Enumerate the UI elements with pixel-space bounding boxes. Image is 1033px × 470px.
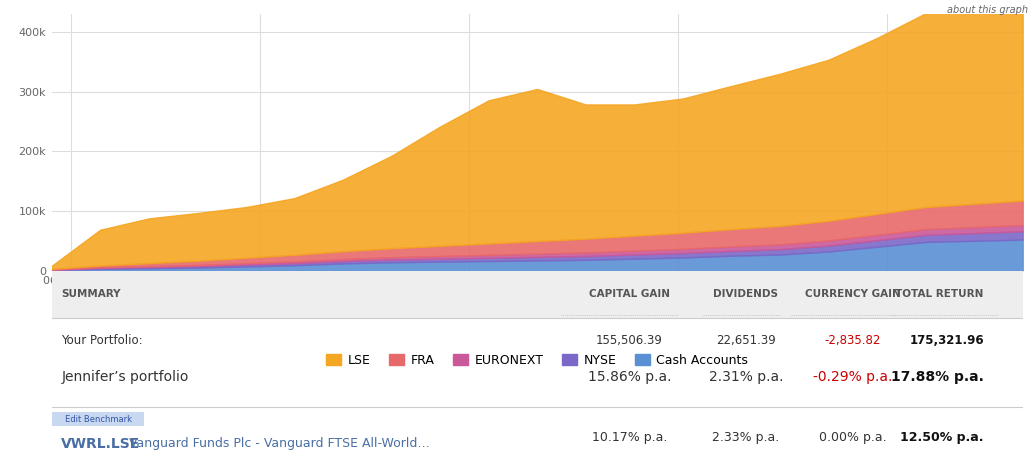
- Text: VWRL.LSE: VWRL.LSE: [61, 437, 140, 451]
- Text: Edit Benchmark: Edit Benchmark: [65, 415, 132, 423]
- Text: CURRENCY GAIN: CURRENCY GAIN: [805, 290, 901, 299]
- Text: Vanguard Funds Plc - Vanguard FTSE All-World…: Vanguard Funds Plc - Vanguard FTSE All-W…: [125, 437, 431, 450]
- Text: DIVIDENDS: DIVIDENDS: [714, 290, 779, 299]
- Text: 22,651.39: 22,651.39: [716, 334, 776, 347]
- Text: 175,321.96: 175,321.96: [909, 334, 983, 347]
- Legend: LSE, FRA, EURONEXT, NYSE, Cash Accounts: LSE, FRA, EURONEXT, NYSE, Cash Accounts: [321, 349, 753, 372]
- Text: 17.88% p.a.: 17.88% p.a.: [890, 370, 983, 384]
- FancyBboxPatch shape: [52, 271, 1023, 318]
- FancyBboxPatch shape: [52, 412, 144, 426]
- Text: 2.33% p.a.: 2.33% p.a.: [713, 431, 780, 444]
- Text: 2.31% p.a.: 2.31% p.a.: [709, 370, 783, 384]
- Text: -0.29% p.a.: -0.29% p.a.: [813, 370, 893, 384]
- Text: Your Portfolio:: Your Portfolio:: [61, 334, 143, 347]
- Text: -2,835.82: -2,835.82: [824, 334, 881, 347]
- Text: Jennifer’s portfolio: Jennifer’s portfolio: [61, 370, 189, 384]
- Text: 12.50% p.a.: 12.50% p.a.: [901, 431, 983, 444]
- Text: TOTAL RETURN: TOTAL RETURN: [896, 290, 983, 299]
- Text: 15.86% p.a.: 15.86% p.a.: [588, 370, 671, 384]
- Text: 0.00% p.a.: 0.00% p.a.: [819, 431, 886, 444]
- Text: 10.17% p.a.: 10.17% p.a.: [592, 431, 667, 444]
- Text: 155,506.39: 155,506.39: [596, 334, 663, 347]
- Text: about this graph: about this graph: [947, 5, 1028, 15]
- Text: SUMMARY: SUMMARY: [61, 290, 121, 299]
- Text: CAPITAL GAIN: CAPITAL GAIN: [589, 290, 670, 299]
